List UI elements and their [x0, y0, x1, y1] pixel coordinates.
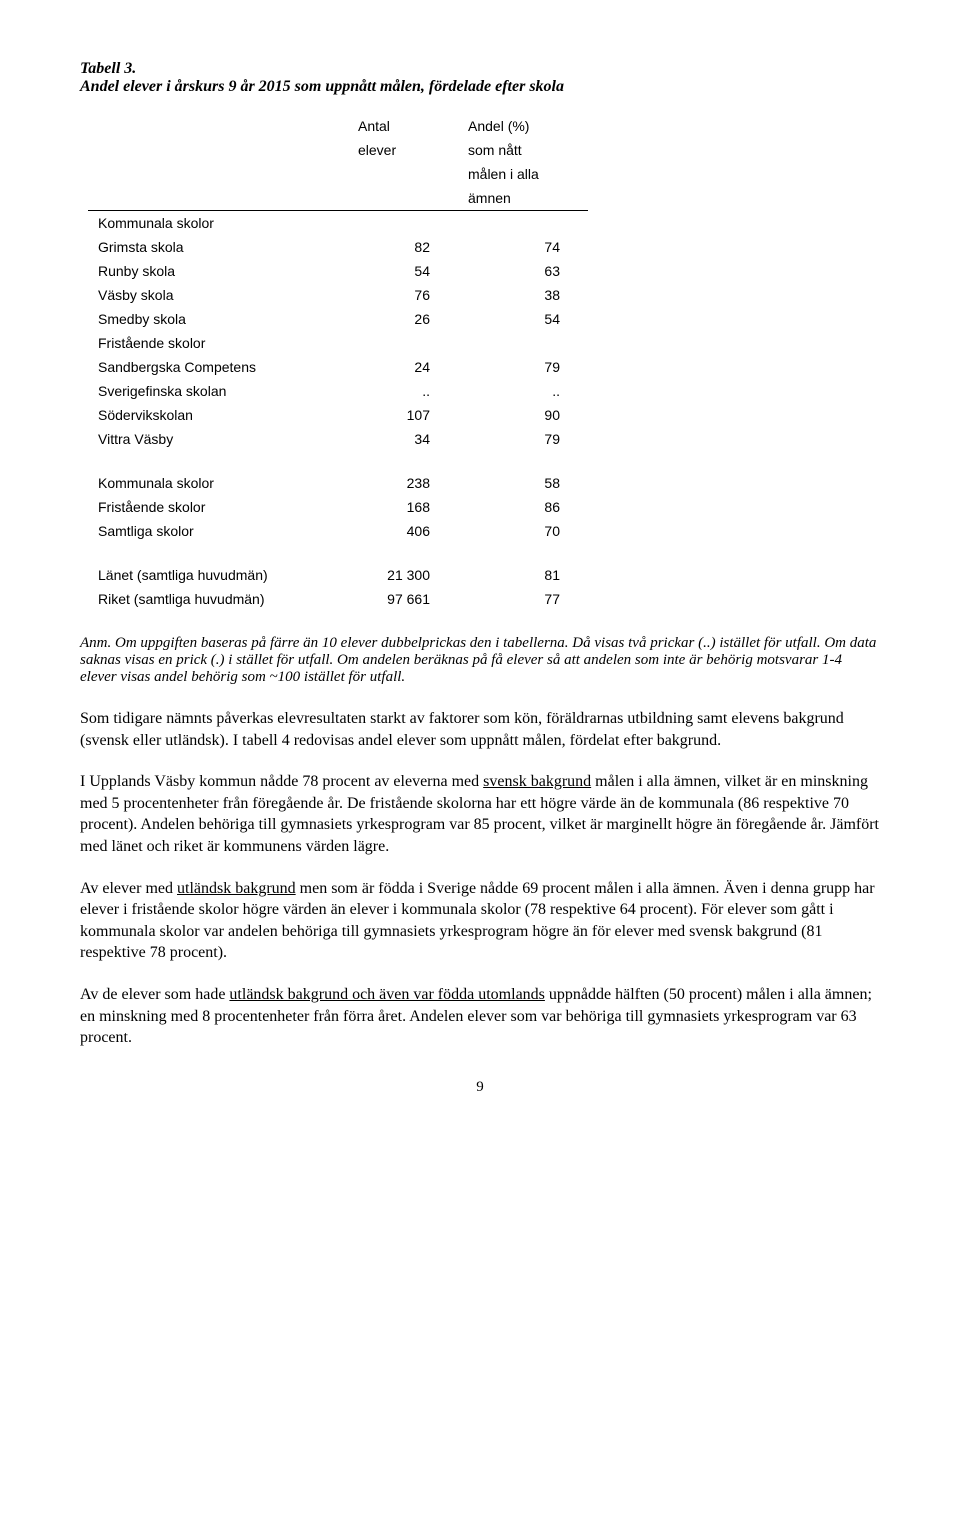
row-value-antal: 54	[348, 259, 458, 283]
row-value-andel: 74	[458, 235, 588, 259]
paragraph-2: I Upplands Väsby kommun nådde 78 procent…	[80, 771, 880, 857]
underline-svensk-bakgrund: svensk bakgrund	[483, 773, 591, 790]
title-line-1: Tabell 3.	[80, 60, 136, 77]
row-value-andel: 86	[458, 495, 588, 519]
col-header-andel: Andel (%)	[458, 114, 588, 138]
table-row: Riket (samtliga huvudmän)97 66177	[88, 587, 588, 611]
row-label: Grimsta skola	[88, 235, 348, 259]
row-label: Sverigefinska skolan	[88, 379, 348, 403]
underline-utlandsk-fodda-utomlands: utländsk bakgrund och även var födda uto…	[229, 986, 544, 1003]
col-header-antal: Antal	[348, 114, 458, 138]
row-value-andel: 79	[458, 427, 588, 451]
row-value-antal: 21 300	[348, 563, 458, 587]
table-row: Länet (samtliga huvudmän)21 30081	[88, 563, 588, 587]
row-value-andel: 54	[458, 307, 588, 331]
table-row: Sverigefinska skolan....	[88, 379, 588, 403]
table-row: Kommunala skolor23858	[88, 471, 588, 495]
row-label: Riket (samtliga huvudmän)	[88, 587, 348, 611]
table-row: Grimsta skola8274	[88, 235, 588, 259]
row-value-antal: 76	[348, 283, 458, 307]
table-row: Samtliga skolor40670	[88, 519, 588, 543]
row-value-antal: ..	[348, 379, 458, 403]
title-line-2: Andel elever i årskurs 9 år 2015 som upp…	[80, 78, 564, 95]
row-value-antal: 406	[348, 519, 458, 543]
paragraph-4: Av de elever som hade utländsk bakgrund …	[80, 984, 880, 1049]
row-value-antal: 238	[348, 471, 458, 495]
col-header-elever: elever	[348, 138, 458, 162]
row-value-antal: 168	[348, 495, 458, 519]
row-value-andel: 77	[458, 587, 588, 611]
row-label: Södervikskolan	[88, 403, 348, 427]
row-value-antal: 24	[348, 355, 458, 379]
row-label: Vittra Väsby	[88, 427, 348, 451]
row-value-andel: 90	[458, 403, 588, 427]
row-value-andel: 38	[458, 283, 588, 307]
row-value-antal: 26	[348, 307, 458, 331]
row-label: Väsby skola	[88, 283, 348, 307]
row-value-antal: 82	[348, 235, 458, 259]
row-label: Länet (samtliga huvudmän)	[88, 563, 348, 587]
row-value-andel: 58	[458, 471, 588, 495]
row-label: Fristående skolor	[88, 495, 348, 519]
table-row: Fristående skolor16886	[88, 495, 588, 519]
row-value-antal: 97 661	[348, 587, 458, 611]
row-label: Kommunala skolor	[88, 471, 348, 495]
paragraph-3: Av elever med utländsk bakgrund men som …	[80, 878, 880, 964]
underline-utlandsk-bakgrund: utländsk bakgrund	[177, 880, 296, 897]
paragraph-1: Som tidigare nämnts påverkas elevresulta…	[80, 708, 880, 751]
row-value-andel: 81	[458, 563, 588, 587]
row-value-antal: 34	[348, 427, 458, 451]
table-row: Sandbergska Competens2479	[88, 355, 588, 379]
row-label: Runby skola	[88, 259, 348, 283]
row-value-andel: 79	[458, 355, 588, 379]
data-table: Antal Andel (%) elever som nått målen i …	[88, 114, 588, 611]
table-row: Smedby skola2654	[88, 307, 588, 331]
row-value-andel: ..	[458, 379, 588, 403]
row-label: Smedby skola	[88, 307, 348, 331]
col-header-som-natt: som nått	[458, 138, 588, 162]
footnote: Anm. Om uppgiften baseras på färre än 10…	[80, 635, 880, 686]
table-row: Väsby skola7638	[88, 283, 588, 307]
col-header-amnen: ämnen	[458, 186, 588, 211]
row-label: Samtliga skolor	[88, 519, 348, 543]
page-number: 9	[80, 1079, 880, 1096]
section-heading: Fristående skolor	[88, 331, 588, 355]
row-value-andel: 70	[458, 519, 588, 543]
row-value-antal: 107	[348, 403, 458, 427]
section-heading: Kommunala skolor	[88, 211, 588, 236]
row-label: Sandbergska Competens	[88, 355, 348, 379]
table-row: Södervikskolan10790	[88, 403, 588, 427]
table-row: Vittra Väsby3479	[88, 427, 588, 451]
table-row: Runby skola5463	[88, 259, 588, 283]
table-title: Tabell 3. Andel elever i årskurs 9 år 20…	[80, 60, 880, 96]
col-header-malen: målen i alla	[458, 162, 588, 186]
row-value-andel: 63	[458, 259, 588, 283]
